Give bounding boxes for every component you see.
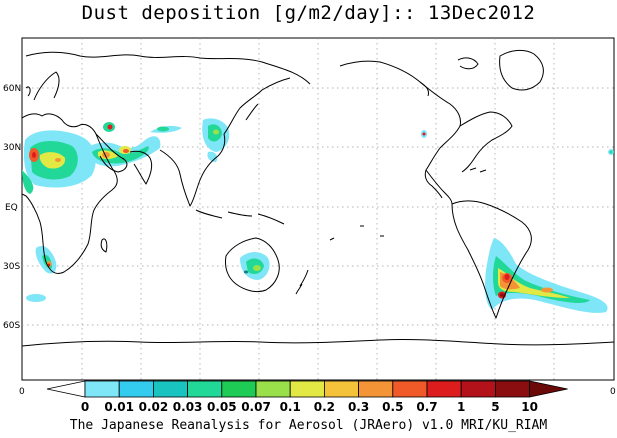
map-title: Dust deposition [g/m2/day]:: 13Dec2012 [81,2,536,24]
colorbar-box [84,380,120,398]
colorbar-label: 0.2 [314,400,335,414]
lon-label-left: 0 [19,387,25,397]
colorbar-box [152,380,188,398]
colorbar-box [426,380,462,398]
colorbar-label: 0.3 [348,400,369,414]
colorbar-box [221,380,257,398]
lat-label-30s: 30S [3,262,20,272]
colorbar-box [392,380,428,398]
coastlines [22,49,614,347]
lat-label-eq: EQ [5,203,18,213]
lat-labels: 60N 30N EQ 30S 60S [3,84,21,331]
colorbar: 0 0.01 0.02 0.03 0.05 0.07 0.1 0.2 0.3 0.5 0.7 1 5 10 [46,380,568,414]
footer-credit: The Japanese Reanalysis for Aerosol (JRA… [69,418,548,433]
colorbar-label: 0.5 [382,400,403,414]
lon-label-right: 0 [610,387,616,397]
lat-label-60s: 60S [3,321,20,331]
colorbar-label: 0.01 [104,400,134,414]
colorbar-box [494,380,530,398]
colorbar-box [358,380,394,398]
colorbar-label: 0.07 [241,400,271,414]
colorbar-label: 1 [457,400,465,414]
colorbar-box [255,380,291,398]
colorbar-label: 0.05 [207,400,237,414]
colorbar-label: 10 [521,400,538,414]
colorbar-box [187,380,223,398]
colorbar-label: 0.7 [416,400,437,414]
colorbar-label: 0.1 [280,400,301,414]
colorbar-box [323,380,359,398]
colorbar-arrow-min [46,380,86,398]
colorbar-label: 5 [491,400,499,414]
dust-shading [22,118,614,313]
colorbar-box [118,380,154,398]
lat-label-30n: 30N [3,143,21,153]
colorbar-label: 0 [81,400,89,414]
colorbar-label: 0.02 [139,400,169,414]
colorbar-arrow-max [529,380,568,398]
colorbar-label: 0.03 [173,400,203,414]
lat-label-60n: 60N [3,84,21,94]
colorbar-box [460,380,496,398]
colorbar-box [289,380,325,398]
gridlines [22,38,614,380]
